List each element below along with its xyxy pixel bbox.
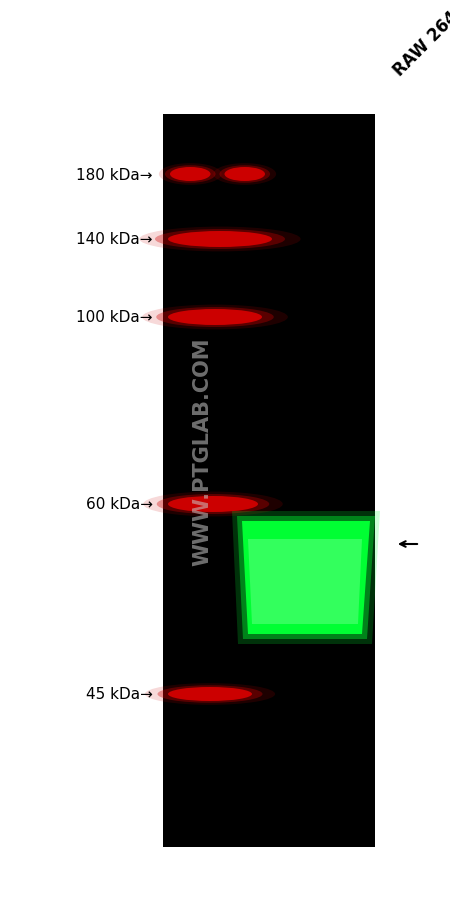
Text: 140 kDa→: 140 kDa→: [76, 232, 153, 247]
Ellipse shape: [156, 308, 274, 327]
Polygon shape: [237, 517, 375, 640]
Text: 100 kDa→: 100 kDa→: [76, 310, 153, 325]
Ellipse shape: [168, 232, 272, 248]
Ellipse shape: [168, 496, 258, 512]
Text: 180 kDa→: 180 kDa→: [76, 167, 153, 182]
Text: 45 kDa→: 45 kDa→: [86, 686, 153, 702]
Ellipse shape: [170, 168, 211, 182]
Ellipse shape: [145, 684, 275, 705]
Polygon shape: [242, 521, 370, 634]
Bar: [163, 115, 375, 847]
Polygon shape: [232, 511, 380, 644]
Ellipse shape: [157, 494, 269, 514]
Ellipse shape: [159, 164, 222, 186]
Ellipse shape: [220, 166, 270, 183]
Ellipse shape: [158, 686, 262, 703]
Text: 60 kDa→: 60 kDa→: [86, 497, 153, 512]
Ellipse shape: [168, 309, 262, 326]
Ellipse shape: [143, 492, 283, 517]
Ellipse shape: [140, 227, 301, 253]
Ellipse shape: [155, 230, 285, 250]
Ellipse shape: [165, 166, 216, 183]
Text: WWW.PTGLAB.COM: WWW.PTGLAB.COM: [193, 336, 212, 566]
Ellipse shape: [168, 687, 252, 701]
Ellipse shape: [213, 164, 276, 186]
Ellipse shape: [142, 305, 288, 330]
Polygon shape: [248, 539, 362, 624]
Text: RAW 264.7: RAW 264.7: [390, 0, 450, 80]
Ellipse shape: [225, 168, 265, 182]
